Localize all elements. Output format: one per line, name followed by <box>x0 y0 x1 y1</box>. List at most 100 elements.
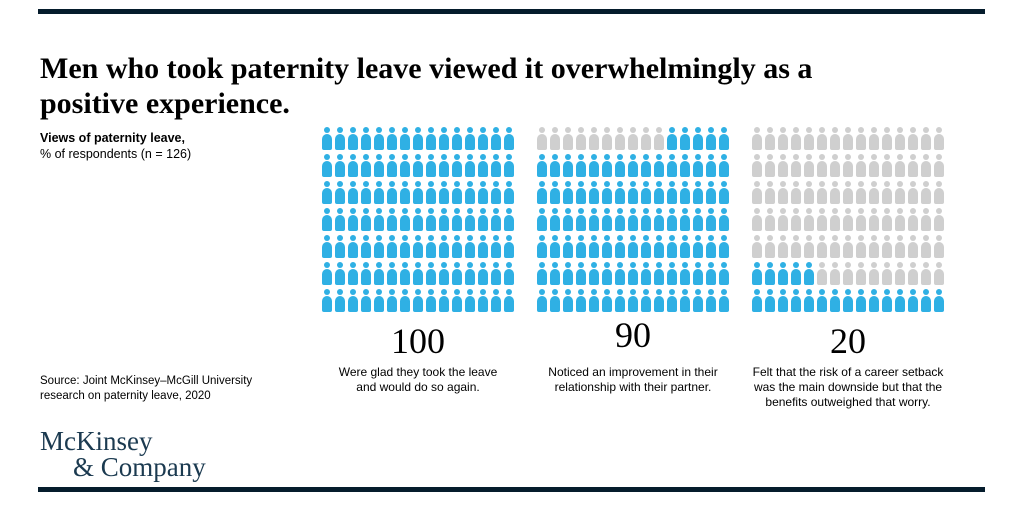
person-icon <box>856 208 866 231</box>
person-icon <box>921 235 931 258</box>
person-icon <box>426 154 436 177</box>
person-icon <box>843 262 853 285</box>
person-icon <box>322 262 332 285</box>
person-icon <box>804 235 814 258</box>
person-icon <box>361 208 371 231</box>
person-icon <box>882 154 892 177</box>
person-icon <box>765 208 775 231</box>
person-icon <box>830 181 840 204</box>
person-icon <box>921 262 931 285</box>
person-icon <box>830 262 840 285</box>
person-icon <box>400 127 410 150</box>
person-icon <box>374 127 384 150</box>
person-icon <box>426 181 436 204</box>
person-icon <box>439 181 449 204</box>
person-icon <box>628 289 638 312</box>
person-icon <box>654 235 664 258</box>
person-icon <box>491 262 501 285</box>
person-icon <box>504 154 514 177</box>
person-icon <box>765 289 775 312</box>
person-icon <box>667 235 677 258</box>
person-icon <box>628 181 638 204</box>
person-icon <box>576 154 586 177</box>
person-icon <box>576 127 586 150</box>
person-icon <box>400 262 410 285</box>
person-icon <box>374 235 384 258</box>
person-icon <box>452 262 462 285</box>
person-icon <box>882 181 892 204</box>
person-icon <box>921 127 931 150</box>
person-icon <box>869 181 879 204</box>
person-icon <box>641 235 651 258</box>
person-icon <box>335 208 345 231</box>
person-icon <box>322 127 332 150</box>
person-icon <box>895 262 905 285</box>
person-icon <box>908 262 918 285</box>
person-icon <box>504 289 514 312</box>
person-icon <box>706 289 716 312</box>
person-icon <box>654 154 664 177</box>
person-icon <box>374 262 384 285</box>
person-icon <box>693 181 703 204</box>
person-icon <box>550 235 560 258</box>
person-icon <box>817 181 827 204</box>
person-icon <box>465 262 475 285</box>
person-icon <box>895 127 905 150</box>
person-icon <box>348 181 358 204</box>
person-icon <box>856 154 866 177</box>
person-icon <box>908 154 918 177</box>
person-icon <box>934 262 944 285</box>
person-icon <box>778 181 788 204</box>
person-icon <box>400 208 410 231</box>
person-icon <box>693 208 703 231</box>
person-icon <box>791 154 801 177</box>
person-icon <box>719 289 729 312</box>
person-icon <box>791 262 801 285</box>
person-icon <box>921 154 931 177</box>
person-icon <box>778 235 788 258</box>
person-icon <box>778 208 788 231</box>
person-icon <box>374 181 384 204</box>
person-icon <box>537 154 547 177</box>
person-icon <box>843 208 853 231</box>
person-icon <box>478 289 488 312</box>
person-icon <box>563 127 573 150</box>
person-icon <box>452 235 462 258</box>
pictogram-grid <box>322 127 514 312</box>
person-icon <box>869 289 879 312</box>
exhibit-title: Men who took paternity leave viewed it o… <box>40 52 813 121</box>
person-icon <box>589 208 599 231</box>
person-icon <box>589 154 599 177</box>
person-icon <box>706 208 716 231</box>
person-icon <box>563 208 573 231</box>
person-icon <box>667 289 677 312</box>
person-icon <box>374 154 384 177</box>
person-icon <box>400 154 410 177</box>
person-icon <box>537 289 547 312</box>
person-icon <box>387 154 397 177</box>
person-icon <box>882 208 892 231</box>
person-icon <box>882 262 892 285</box>
person-icon <box>413 289 423 312</box>
person-icon <box>882 289 892 312</box>
person-icon <box>387 262 397 285</box>
person-icon <box>817 154 827 177</box>
person-icon <box>817 289 827 312</box>
person-icon <box>791 235 801 258</box>
person-icon <box>856 262 866 285</box>
person-icon <box>478 154 488 177</box>
person-icon <box>628 262 638 285</box>
person-icon <box>589 127 599 150</box>
person-icon <box>641 289 651 312</box>
person-icon <box>895 289 905 312</box>
person-icon <box>869 208 879 231</box>
person-icon <box>478 181 488 204</box>
stat-column-relationship: 90 Noticed an improvement in their relat… <box>525 127 741 395</box>
person-icon <box>706 262 716 285</box>
person-icon <box>680 181 690 204</box>
person-icon <box>680 289 690 312</box>
person-icon <box>804 289 814 312</box>
person-icon <box>778 154 788 177</box>
person-icon <box>361 262 371 285</box>
